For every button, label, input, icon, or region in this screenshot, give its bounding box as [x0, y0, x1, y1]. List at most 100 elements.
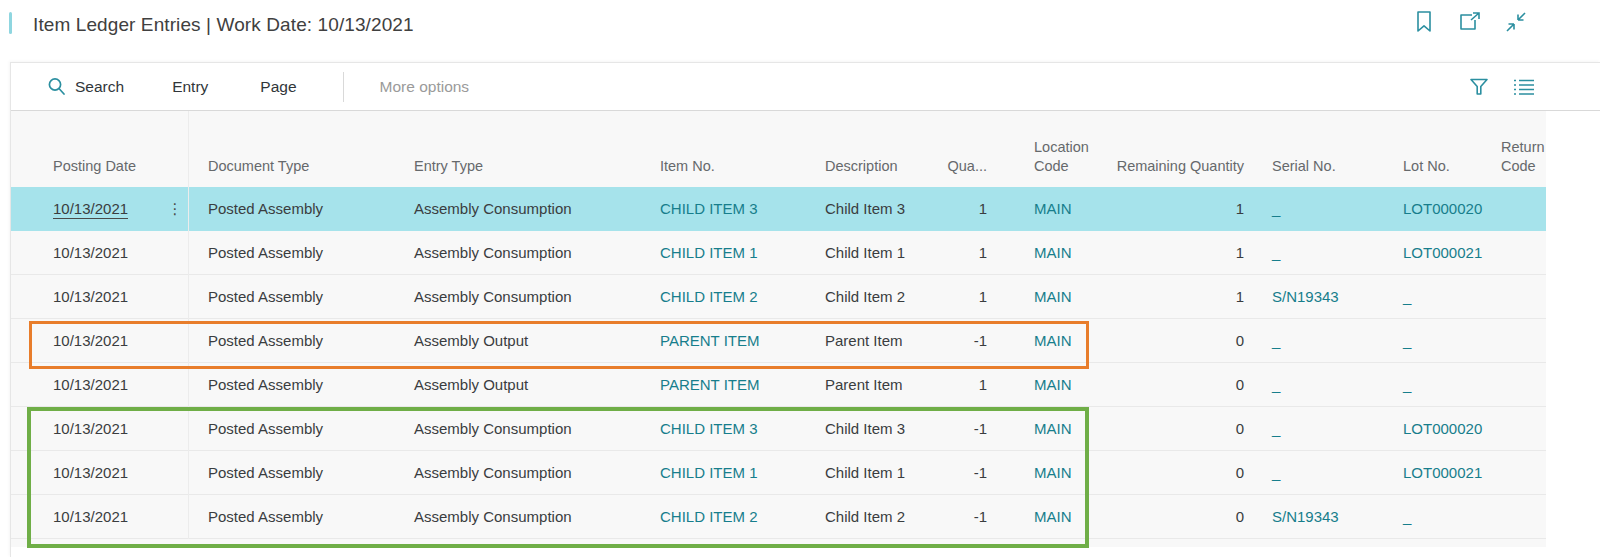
table-row[interactable]: 10/13/2021 Posted Assembly Assembly Consum… — [11, 407, 1546, 451]
column-header-return-code[interactable]: Return Code — [1501, 138, 1546, 176]
cell-location-code[interactable]: MAIN — [1034, 231, 1116, 275]
cell-serial-no[interactable]: _ — [1272, 363, 1390, 407]
cell-remaining-quantity[interactable]: 0 — [1114, 495, 1244, 539]
cell-document-type[interactable]: Posted Assembly — [208, 451, 393, 495]
cell-remaining-quantity[interactable]: 0 — [1114, 319, 1244, 363]
cell-remaining-quantity[interactable]: 0 — [1114, 451, 1244, 495]
cell-document-type[interactable]: Posted Assembly — [208, 407, 393, 451]
cell-return-code[interactable] — [1501, 231, 1546, 275]
cell-location-code[interactable]: MAIN — [1034, 187, 1116, 231]
cell-item-no[interactable]: CHILD ITEM 1 — [660, 231, 810, 275]
bookmark-icon[interactable] — [1412, 10, 1436, 34]
cell-item-no[interactable]: CHILD ITEM 3 — [660, 407, 810, 451]
cell-quantity[interactable]: 1 — [909, 363, 987, 407]
page-menu-item[interactable]: Page — [260, 78, 296, 96]
cell-entry-type[interactable]: Assembly Consumption — [414, 451, 644, 495]
cell-entry-type[interactable]: Assembly Consumption — [414, 187, 644, 231]
cell-return-code[interactable] — [1501, 407, 1546, 451]
cell-posting-date[interactable]: 10/13/2021 — [53, 495, 173, 539]
cell-description[interactable]: Child Item 3 — [825, 187, 913, 231]
column-header-quantity[interactable]: Qua... — [909, 157, 987, 176]
cell-quantity[interactable]: 1 — [909, 187, 987, 231]
cell-location-code[interactable]: MAIN — [1034, 363, 1116, 407]
cell-lot-no[interactable]: LOT000021 — [1403, 231, 1499, 275]
cell-document-type[interactable]: Posted Assembly — [208, 231, 393, 275]
cell-lot-no[interactable]: _ — [1403, 275, 1499, 319]
cell-quantity[interactable]: -1 — [909, 495, 987, 539]
cell-return-code[interactable] — [1501, 363, 1546, 407]
cell-entry-type[interactable]: Assembly Consumption — [414, 495, 644, 539]
cell-posting-date[interactable]: 10/13/2021 — [53, 231, 173, 275]
table-row[interactable]: 10/13/2021 Posted Assembly Assembly Consum… — [11, 187, 1546, 231]
cell-entry-type[interactable]: Assembly Consumption — [414, 407, 644, 451]
column-header-item-no[interactable]: Item No. — [660, 157, 810, 176]
cell-quantity[interactable]: 1 — [909, 231, 987, 275]
cell-serial-no[interactable]: _ — [1272, 319, 1390, 363]
cell-posting-date[interactable]: 10/13/2021 — [53, 451, 173, 495]
cell-location-code[interactable]: MAIN — [1034, 407, 1116, 451]
column-header-remaining-quantity[interactable]: Remaining Quantity — [1114, 157, 1244, 176]
cell-document-type[interactable]: Posted Assembly — [208, 275, 393, 319]
column-header-document-type[interactable]: Document Type — [208, 157, 393, 176]
cell-document-type[interactable]: Posted Assembly — [208, 319, 393, 363]
row-context-menu-icon[interactable]: ⋮ — [166, 187, 184, 231]
cell-document-type[interactable]: Posted Assembly — [208, 495, 393, 539]
cell-return-code[interactable] — [1501, 451, 1546, 495]
cell-lot-no[interactable]: _ — [1403, 495, 1499, 539]
cell-description[interactable]: Child Item 3 — [825, 407, 913, 451]
cell-entry-type[interactable]: Assembly Consumption — [414, 231, 644, 275]
cell-remaining-quantity[interactable]: 1 — [1114, 231, 1244, 275]
column-header-location-code[interactable]: Location Code — [1034, 138, 1116, 176]
cell-location-code[interactable]: MAIN — [1034, 495, 1116, 539]
cell-item-no[interactable]: CHILD ITEM 2 — [660, 275, 810, 319]
table-row[interactable]: 10/13/2021 Posted Assembly Assembly Output… — [11, 319, 1546, 363]
cell-description[interactable]: Child Item 2 — [825, 495, 913, 539]
column-header-entry-type[interactable]: Entry Type — [414, 157, 644, 176]
cell-entry-type[interactable]: Assembly Output — [414, 363, 644, 407]
cell-document-type[interactable]: Posted Assembly — [208, 363, 393, 407]
cell-item-no[interactable]: CHILD ITEM 1 — [660, 451, 810, 495]
cell-description[interactable]: Child Item 2 — [825, 275, 913, 319]
cell-description[interactable]: Child Item 1 — [825, 231, 913, 275]
cell-serial-no[interactable]: _ — [1272, 187, 1390, 231]
cell-posting-date[interactable]: 10/13/2021 — [53, 187, 173, 231]
cell-item-no[interactable]: CHILD ITEM 3 — [660, 187, 810, 231]
open-in-new-window-icon[interactable] — [1458, 10, 1482, 34]
cell-return-code[interactable] — [1501, 319, 1546, 363]
cell-quantity[interactable]: -1 — [909, 319, 987, 363]
cell-remaining-quantity[interactable]: 0 — [1114, 363, 1244, 407]
cell-lot-no[interactable]: _ — [1403, 363, 1499, 407]
cell-lot-no[interactable]: LOT000020 — [1403, 187, 1499, 231]
collapse-window-icon[interactable] — [1504, 10, 1528, 34]
cell-remaining-quantity[interactable]: 1 — [1114, 275, 1244, 319]
cell-remaining-quantity[interactable]: 0 — [1114, 407, 1244, 451]
cell-item-no[interactable]: PARENT ITEM — [660, 319, 810, 363]
cell-posting-date[interactable]: 10/13/2021 — [53, 319, 173, 363]
table-row[interactable]: 10/13/2021 Posted Assembly Assembly Consum… — [11, 275, 1546, 319]
cell-lot-no[interactable]: _ — [1403, 319, 1499, 363]
cell-location-code[interactable]: MAIN — [1034, 319, 1116, 363]
cell-quantity[interactable]: -1 — [909, 451, 987, 495]
cell-posting-date[interactable]: 10/13/2021 — [53, 275, 173, 319]
cell-entry-type[interactable]: Assembly Consumption — [414, 275, 644, 319]
cell-entry-type[interactable]: Assembly Output — [414, 319, 644, 363]
table-row[interactable]: 10/13/2021 Posted Assembly Assembly Consum… — [11, 451, 1546, 495]
cell-serial-no[interactable]: _ — [1272, 407, 1390, 451]
cell-return-code[interactable] — [1501, 187, 1546, 231]
cell-lot-no[interactable]: LOT000020 — [1403, 407, 1499, 451]
cell-serial-no[interactable]: S/N19343 — [1272, 495, 1390, 539]
cell-quantity[interactable]: 1 — [909, 275, 987, 319]
cell-description[interactable]: Parent Item — [825, 363, 913, 407]
entry-menu-item[interactable]: Entry — [172, 78, 208, 96]
cell-posting-date[interactable]: 10/13/2021 — [53, 407, 173, 451]
cell-remaining-quantity[interactable]: 1 — [1114, 187, 1244, 231]
cell-serial-no[interactable]: _ — [1272, 451, 1390, 495]
column-header-serial-no[interactable]: Serial No. — [1272, 157, 1390, 176]
cell-document-type[interactable]: Posted Assembly — [208, 187, 393, 231]
table-row[interactable]: 10/13/2021 Posted Assembly Assembly Consum… — [11, 495, 1546, 539]
cell-serial-no[interactable]: S/N19343 — [1272, 275, 1390, 319]
cell-item-no[interactable]: CHILD ITEM 2 — [660, 495, 810, 539]
cell-description[interactable]: Parent Item — [825, 319, 913, 363]
table-row[interactable]: 10/13/2021Posted AssemblyAssembly Output… — [11, 363, 1546, 407]
cell-quantity[interactable]: -1 — [909, 407, 987, 451]
